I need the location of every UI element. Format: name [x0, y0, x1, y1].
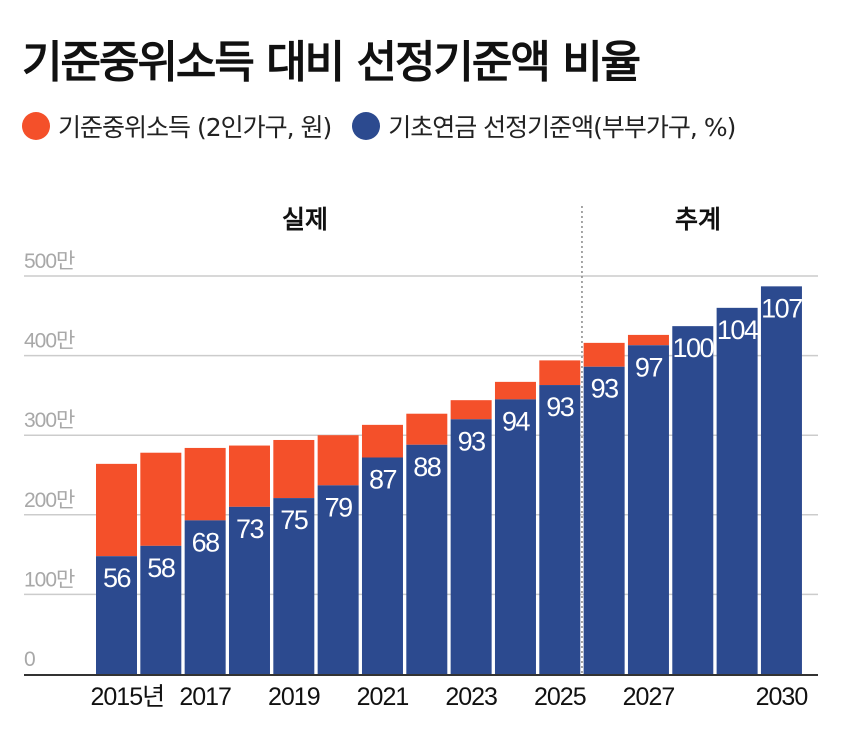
bar-median-income-2021	[361, 424, 403, 458]
bar-median-income-2019	[273, 439, 315, 499]
ratio-label-2030: 107	[761, 293, 802, 323]
bar-selection-amount-2015	[96, 556, 137, 674]
ratio-label-2028: 100	[673, 333, 714, 363]
bar-selection-amount-2023	[450, 419, 492, 674]
x-tick-label-2023: 2023	[445, 683, 497, 711]
y-tick-label-5: 500만	[24, 250, 75, 273]
legend-label-median-income: 기준중위소득 (2인가구, 원)	[58, 113, 332, 142]
period-label-forecast: 추계	[675, 206, 721, 234]
x-tick-label-2025: 2025	[534, 683, 586, 711]
bar-median-income-2017	[184, 447, 226, 521]
bar-selection-amount-2024	[494, 399, 536, 674]
bar-selection-amount-2017	[184, 520, 226, 674]
bar-selection-amount-2018	[228, 506, 270, 674]
bar-median-income-2015	[96, 463, 137, 557]
bar-median-income-2020	[317, 435, 359, 486]
x-tick-label-2015: 2015년	[91, 683, 165, 711]
legend-item-selection-amount: 기초연금 선정기준액(부부가구, %)	[352, 108, 736, 144]
bar-selection-amount-2016	[140, 545, 182, 674]
ratio-label-2023: 93	[458, 426, 486, 456]
y-tick-label-0: 0	[24, 648, 35, 671]
y-tick-label-3: 300만	[24, 409, 75, 432]
ratio-label-2020: 79	[325, 492, 353, 522]
ratio-label-2016: 58	[147, 553, 175, 583]
ratio-label-2027: 97	[635, 352, 663, 382]
x-tick-label-2019: 2019	[268, 683, 320, 711]
ratio-label-2018: 73	[236, 514, 264, 544]
x-tick-label-2027: 2027	[623, 683, 675, 711]
y-tick-label-1: 100만	[24, 568, 75, 591]
bar-selection-amount-2030	[760, 286, 802, 674]
bar-median-income-2018	[228, 445, 270, 507]
bar-median-income-2027	[627, 334, 669, 346]
chart-title: 기준중위소득 대비 선정기준액 비율	[22, 37, 641, 88]
y-tick-label-4: 400만	[24, 330, 75, 353]
bar-selection-amount-2029	[716, 307, 758, 674]
ratio-label-2024: 94	[502, 406, 531, 436]
y-tick-label-2: 200만	[24, 489, 75, 512]
ratio-label-2029: 104	[717, 315, 759, 345]
bar-selection-amount-2019	[273, 498, 315, 674]
ratio-label-2022: 88	[413, 452, 441, 482]
x-tick-label-2021: 2021	[357, 683, 409, 711]
legend: 기준중위소득 (2인가구, 원) 기초연금 선정기준액(부부가구, %)	[22, 108, 749, 146]
bar-median-income-2024	[494, 381, 536, 400]
bar-median-income-2026	[583, 342, 625, 367]
ratio-label-2017: 68	[192, 527, 220, 557]
legend-swatch-selection-amount	[352, 112, 381, 140]
legend-label-selection-amount: 기초연금 선정기준액(부부가구, %)	[388, 113, 736, 142]
bar-median-income-2016	[140, 452, 182, 546]
period-label-actual: 실제	[282, 206, 328, 234]
ratio-label-2025: 93	[546, 392, 574, 422]
bar-median-income-2023	[450, 400, 492, 420]
bar-selection-amount-2022	[406, 444, 448, 674]
legend-swatch-median-income	[22, 112, 50, 140]
ratio-label-2026: 93	[591, 374, 619, 404]
bar-selection-amount-2025	[539, 385, 581, 674]
legend-item-median-income: 기준중위소득 (2인가구, 원)	[22, 108, 332, 144]
bar-selection-amount-2028	[672, 326, 714, 674]
bar-selection-amount-2021	[361, 457, 403, 674]
x-tick-label-2017: 2017	[179, 683, 231, 711]
bar-selection-amount-2027	[627, 345, 669, 674]
bar-selection-amount-2020	[317, 485, 359, 674]
x-tick-label-2030: 2030	[756, 683, 808, 711]
ratio-label-2021: 87	[369, 464, 397, 494]
bar-median-income-2025	[539, 360, 581, 386]
ratio-label-2015: 56	[103, 563, 131, 593]
bar-selection-amount-2026	[583, 366, 625, 674]
bar-median-income-2022	[406, 413, 448, 445]
ratio-label-2019: 75	[280, 505, 308, 535]
